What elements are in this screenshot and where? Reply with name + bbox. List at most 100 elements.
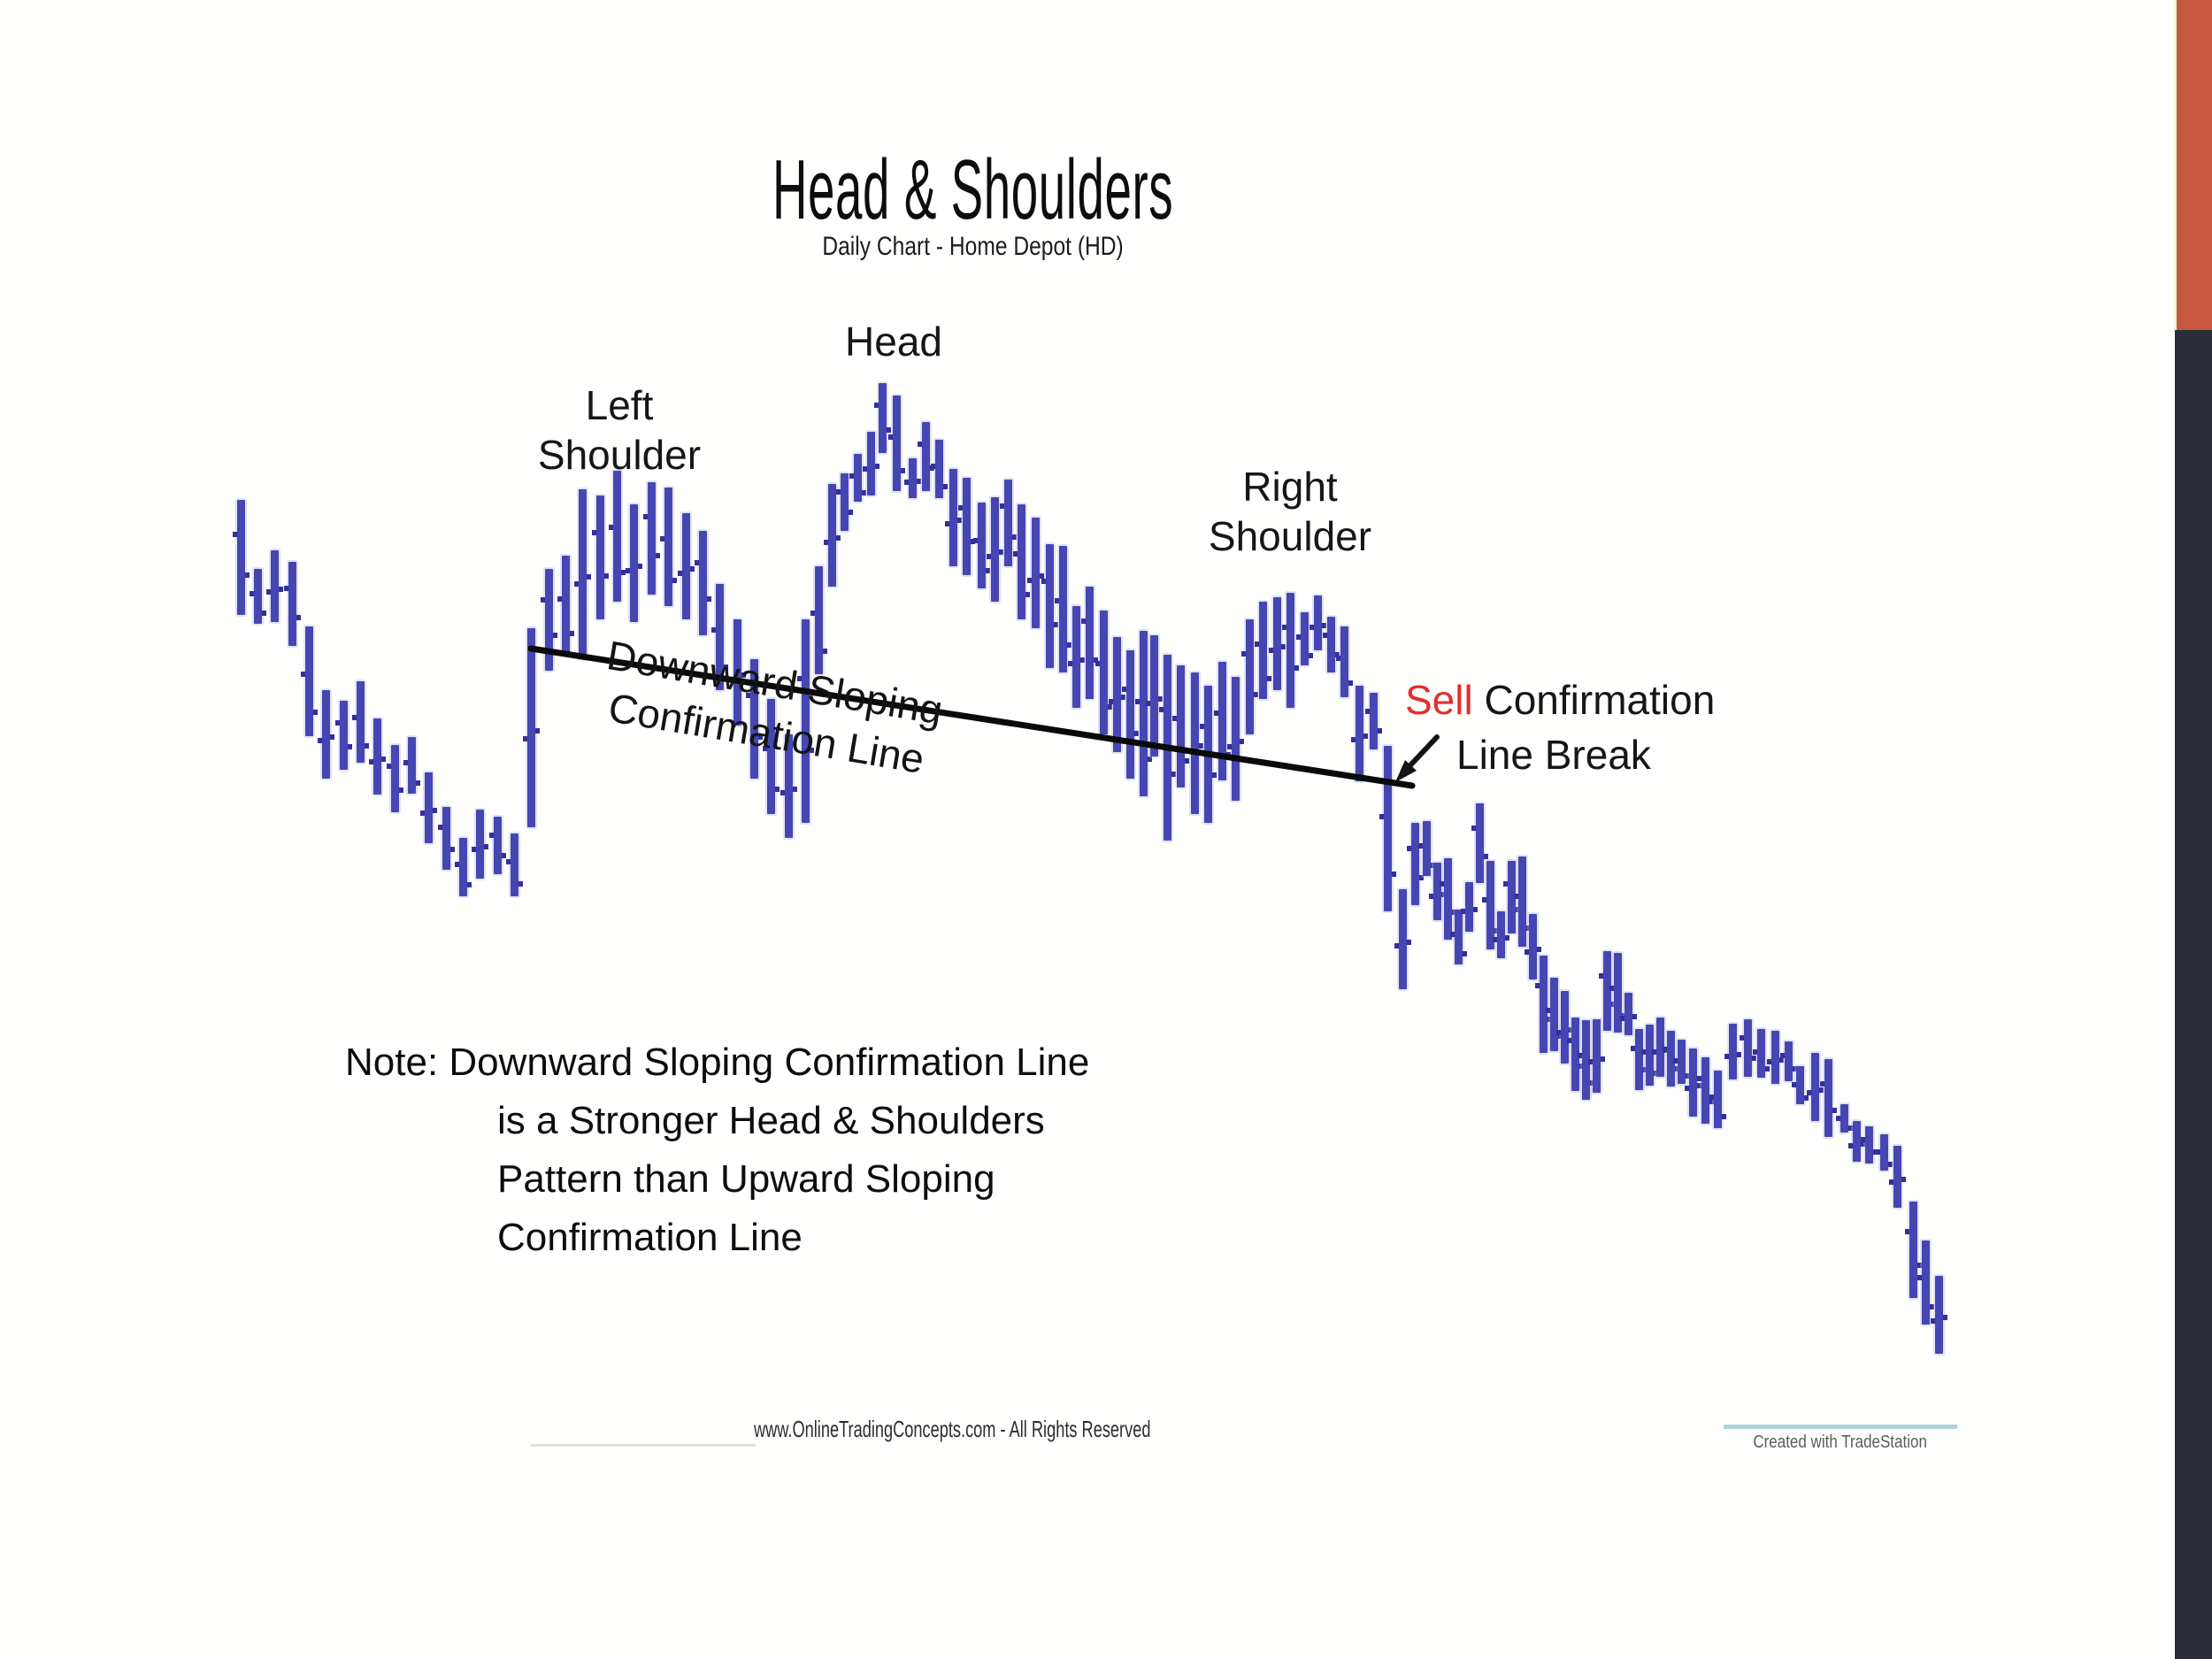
price-bar	[1724, 1024, 1741, 1079]
price-bar	[1861, 1126, 1878, 1164]
price-bar	[1200, 686, 1217, 823]
footer-rule	[531, 1444, 756, 1447]
price-bar	[1269, 597, 1286, 690]
price-bar	[1214, 662, 1231, 780]
note-line: is a Stronger Head & Shoulders	[497, 1099, 1045, 1142]
price-bar	[1753, 1029, 1770, 1078]
price-bar	[1889, 1146, 1906, 1208]
price-bar	[1931, 1276, 1947, 1354]
price-bar	[301, 626, 318, 736]
price-bar	[403, 737, 420, 794]
price-bar	[1109, 637, 1125, 752]
note-block: Note: Downward Sloping Confirmation Line…	[345, 1033, 1089, 1267]
price-bar	[1792, 1066, 1809, 1104]
price-bar	[849, 454, 866, 502]
price-bar	[678, 513, 695, 619]
price-bar	[1807, 1053, 1824, 1121]
price-bar	[874, 383, 891, 453]
price-bar	[836, 473, 853, 531]
price-bar	[1493, 911, 1509, 958]
price-bar	[1394, 889, 1411, 989]
tradestation-badge: Created with TradeStation	[1724, 1425, 1957, 1453]
price-bar	[1296, 612, 1313, 665]
price-bar	[1820, 1059, 1837, 1137]
price-bar	[1578, 1020, 1594, 1100]
price-bar	[1407, 823, 1424, 905]
price-bar	[1418, 821, 1435, 876]
price-bar	[1241, 619, 1258, 734]
price-bar	[1135, 631, 1152, 796]
price-bar	[318, 690, 334, 779]
price-bar	[455, 838, 472, 896]
price-bar	[284, 562, 301, 646]
price-bar	[1068, 606, 1085, 708]
price-bar	[352, 681, 369, 763]
price-bar	[1041, 544, 1058, 668]
price-bar	[1027, 518, 1044, 628]
price-bar	[1013, 504, 1030, 619]
price-bar	[1905, 1202, 1922, 1298]
price-bar	[824, 484, 841, 587]
price-bar	[1227, 677, 1244, 801]
price-bar	[931, 440, 948, 498]
price-bar	[888, 396, 905, 491]
price-bar	[1450, 910, 1467, 964]
price-bar	[1836, 1104, 1853, 1133]
price-bar	[1514, 856, 1531, 947]
price-bar	[1461, 882, 1478, 932]
price-bar	[1525, 914, 1541, 979]
price-bar	[1440, 858, 1456, 940]
price-bar	[1351, 686, 1368, 781]
price-bar	[1535, 956, 1552, 1053]
price-bar	[1323, 617, 1340, 672]
price-bar	[643, 482, 660, 595]
price-bar	[523, 628, 540, 827]
label-line-break: Line Break	[1456, 732, 1651, 778]
price-bar	[695, 531, 711, 635]
price-bar	[557, 556, 574, 655]
price-bar	[592, 495, 609, 619]
price-bar	[1709, 1071, 1726, 1128]
price-bar	[1567, 1018, 1584, 1091]
price-bar	[1172, 665, 1189, 787]
edge-stripe-red	[2174, 0, 2212, 330]
price-bar	[609, 471, 626, 602]
price-bar	[1379, 746, 1396, 911]
sell-word: Sell	[1405, 677, 1473, 723]
page-title: Head & Shoulders	[772, 142, 1174, 237]
price-bar	[1620, 993, 1637, 1035]
price-bar	[1429, 863, 1446, 920]
note-line: Confirmation Line	[497, 1216, 803, 1259]
sell-rest: Confirmation	[1472, 677, 1716, 723]
price-bar	[1310, 595, 1326, 650]
note-line: Note: Downward Sloping Confirmation Line	[345, 1041, 1090, 1084]
price-bar	[1146, 635, 1163, 757]
price-bar	[1556, 991, 1573, 1064]
price-bar	[1767, 1031, 1784, 1084]
price-bar	[1685, 1048, 1701, 1117]
price-bar	[1599, 951, 1616, 1031]
price-bar	[1095, 611, 1112, 734]
price-bar	[369, 718, 386, 795]
price-bar	[1159, 655, 1176, 841]
price-bar	[1055, 546, 1071, 672]
price-bar	[387, 745, 403, 812]
label-left-shoulder: Left Shoulder	[537, 382, 702, 478]
price-bar	[438, 807, 455, 870]
price-bar	[958, 478, 975, 575]
price-bar	[1122, 650, 1139, 779]
price-bar	[660, 488, 677, 606]
price-bar	[1588, 1019, 1605, 1093]
price-bar	[1282, 593, 1299, 708]
price-bar	[1081, 587, 1098, 699]
price-bar	[1917, 1240, 1934, 1325]
price-bar	[863, 432, 879, 495]
price-bar	[1482, 861, 1499, 949]
price-bar	[904, 458, 921, 498]
price-bar	[1471, 803, 1488, 883]
tradestation-badge-text: Created with TradeStation	[1753, 1432, 1928, 1452]
label-sell-confirmation: Sell Confirmation	[1405, 676, 1715, 724]
price-bar	[1546, 978, 1563, 1051]
price-bar	[574, 489, 591, 659]
